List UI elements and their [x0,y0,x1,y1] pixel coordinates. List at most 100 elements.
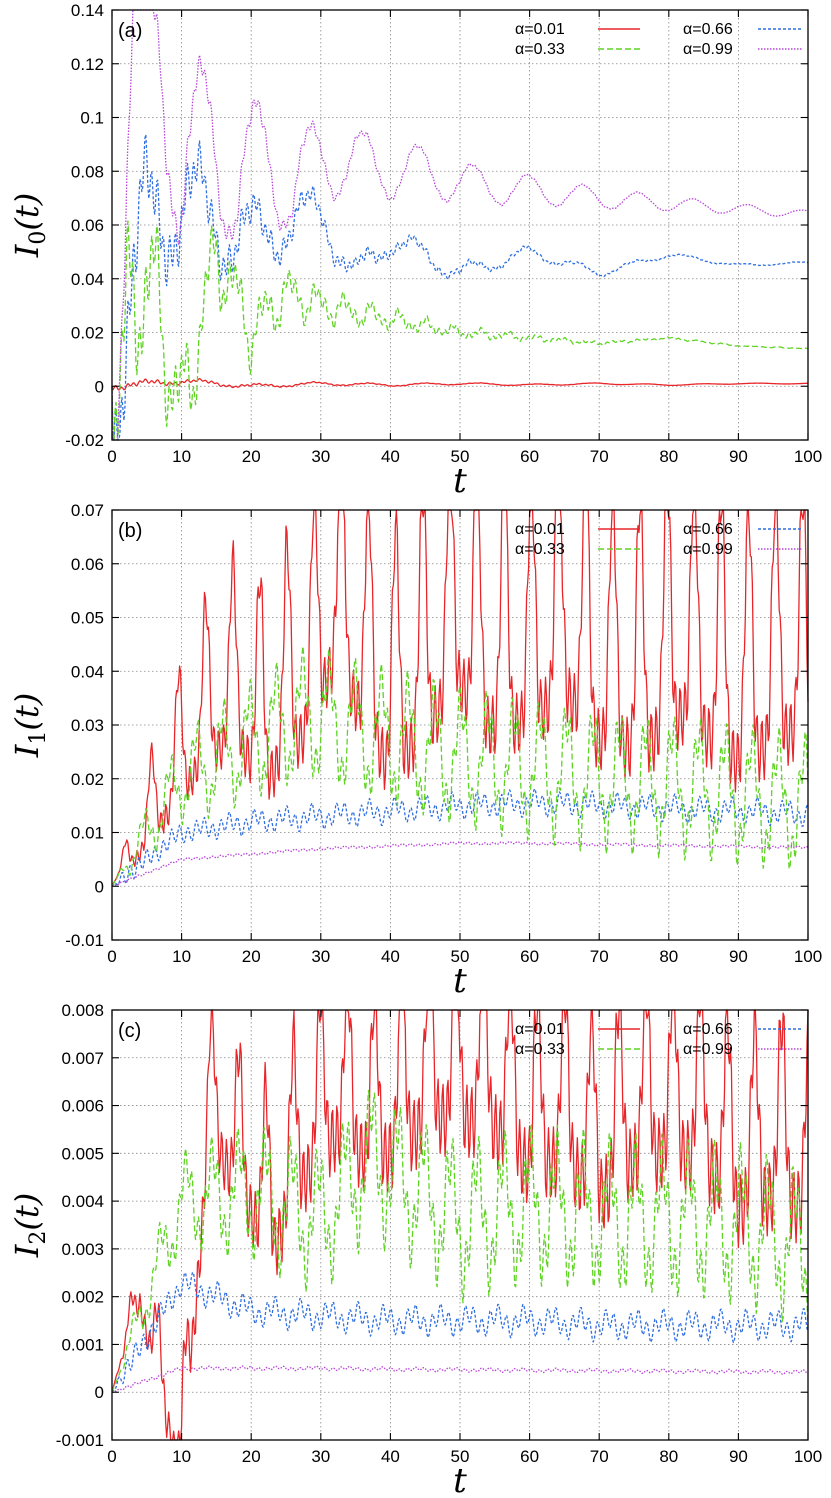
series-line [111,133,809,441]
y-tick-label: 0.06 [71,216,104,235]
legend-label: α=0.01 [515,521,565,538]
y-tick-label: 0.05 [71,609,104,628]
x-tick-label: 90 [729,947,748,966]
y-tick-label: 0 [95,377,104,396]
y-tick-label: -0.001 [56,1431,104,1450]
series-line [111,1271,809,1393]
series-group [111,509,809,887]
y-tick-label: 0.02 [71,324,104,343]
series-group [111,1009,809,1441]
y-tick-label: 0.04 [71,662,104,681]
panel-label: (a) [118,20,142,42]
x-tick-label: 30 [311,1447,330,1466]
x-tick-label: 10 [172,1447,191,1466]
y-tick-label: -0.01 [65,931,104,950]
x-tick-label: 0 [107,447,116,466]
y-tick-label: 0.01 [71,824,104,843]
x-tick-label: 70 [590,447,609,466]
y-tick-label: 0.008 [61,1001,104,1020]
x-tick-label: 90 [729,447,748,466]
y-tick-label: 0 [95,877,104,896]
legend-label: α=0.66 [683,1021,733,1038]
y-tick-label: 0.006 [61,1097,104,1116]
x-tick-label: 40 [381,447,400,466]
legend-label: α=0.33 [515,541,565,558]
x-tick-label: 100 [794,447,822,466]
legend-label: α=0.99 [683,541,733,558]
y-axis-label: I0(t) [8,193,51,258]
series-line [111,9,809,441]
legend-label: α=0.33 [515,41,565,58]
series-line [111,645,809,887]
y-tick-label: 0.04 [71,270,104,289]
y-axis-label: I2(t) [8,1193,51,1258]
series-line [111,220,809,441]
x-tick-label: 40 [381,1447,400,1466]
y-tick-label: 0.1 [80,109,104,128]
panel-label: (c) [118,1020,141,1042]
panel-label: (b) [118,520,142,542]
x-tick-label: 60 [520,947,539,966]
x-tick-label: 70 [590,1447,609,1466]
x-tick-label: 50 [451,1447,470,1466]
x-axis-label: t [453,1461,467,1498]
panel-b: 0 10 20 30 40 50 60 70 80 90 100-0.0100.010.020.03… [8,501,822,1001]
x-tick-label: 20 [242,947,261,966]
series-line [111,377,809,391]
x-tick-label: 60 [520,1447,539,1466]
x-tick-label: 100 [794,1447,822,1466]
panel-a: 0 10 20 30 40 50 60 70 80 90 100-0.0200.020.040.06… [8,1,822,501]
y-tick-label: 0.14 [71,1,104,20]
x-tick-label: 50 [451,447,470,466]
x-axis-label: t [453,961,467,1001]
x-tick-label: 80 [659,447,678,466]
series-line [111,1089,809,1393]
y-tick-label: 0.08 [71,162,104,181]
y-tick-label: 0.02 [71,770,104,789]
series-line [111,1009,809,1441]
x-tick-label: 80 [659,1447,678,1466]
y-tick-label: 0.03 [71,716,104,735]
legend: α=0.01 α=0.66 α=0.33 α=0.99 [515,1021,802,1058]
x-tick-label: 10 [172,947,191,966]
y-tick-label: 0.002 [61,1288,104,1307]
legend-label: α=0.66 [683,21,733,38]
y-tick-label: 0.07 [71,501,104,520]
y-tick-label: 0.004 [61,1192,104,1211]
x-tick-label: 0 [107,1447,116,1466]
x-tick-label: 70 [590,947,609,966]
legend: α=0.01 α=0.66 α=0.33 α=0.99 [515,21,802,58]
legend-label: α=0.66 [683,521,733,538]
y-tick-label: 0 [95,1383,104,1402]
x-tick-label: 30 [311,447,330,466]
legend-label: α=0.01 [515,1021,565,1038]
x-tick-label: 40 [381,947,400,966]
x-tick-label: 0 [107,947,116,966]
x-tick-label: 50 [451,947,470,966]
series-line [111,840,809,887]
grid [112,10,808,440]
legend-label: α=0.33 [515,1041,565,1058]
legend: α=0.01 α=0.66 α=0.33 α=0.99 [515,521,802,558]
y-tick-label: 0.003 [61,1240,104,1259]
series-line [111,1365,809,1393]
x-tick-label: 60 [520,447,539,466]
legend-label: α=0.01 [515,21,565,38]
x-tick-label: 20 [242,447,261,466]
x-axis-label: t [453,461,467,501]
x-tick-label: 10 [172,447,191,466]
x-tick-label: 20 [242,1447,261,1466]
y-tick-label: 0.005 [61,1144,104,1163]
y-tick-label: 0.007 [61,1049,104,1068]
series-line [111,509,809,887]
y-tick-label: 0.12 [71,55,104,74]
series-group [111,9,809,441]
x-tick-label: 100 [794,947,822,966]
panel-c: 0 10 20 30 40 50 60 70 80 90 100-0.00100.0010.0020… [8,1001,822,1498]
legend-label: α=0.99 [683,1041,733,1058]
x-tick-label: 90 [729,1447,748,1466]
x-tick-label: 80 [659,947,678,966]
legend-label: α=0.99 [683,41,733,58]
x-tick-label: 30 [311,947,330,966]
